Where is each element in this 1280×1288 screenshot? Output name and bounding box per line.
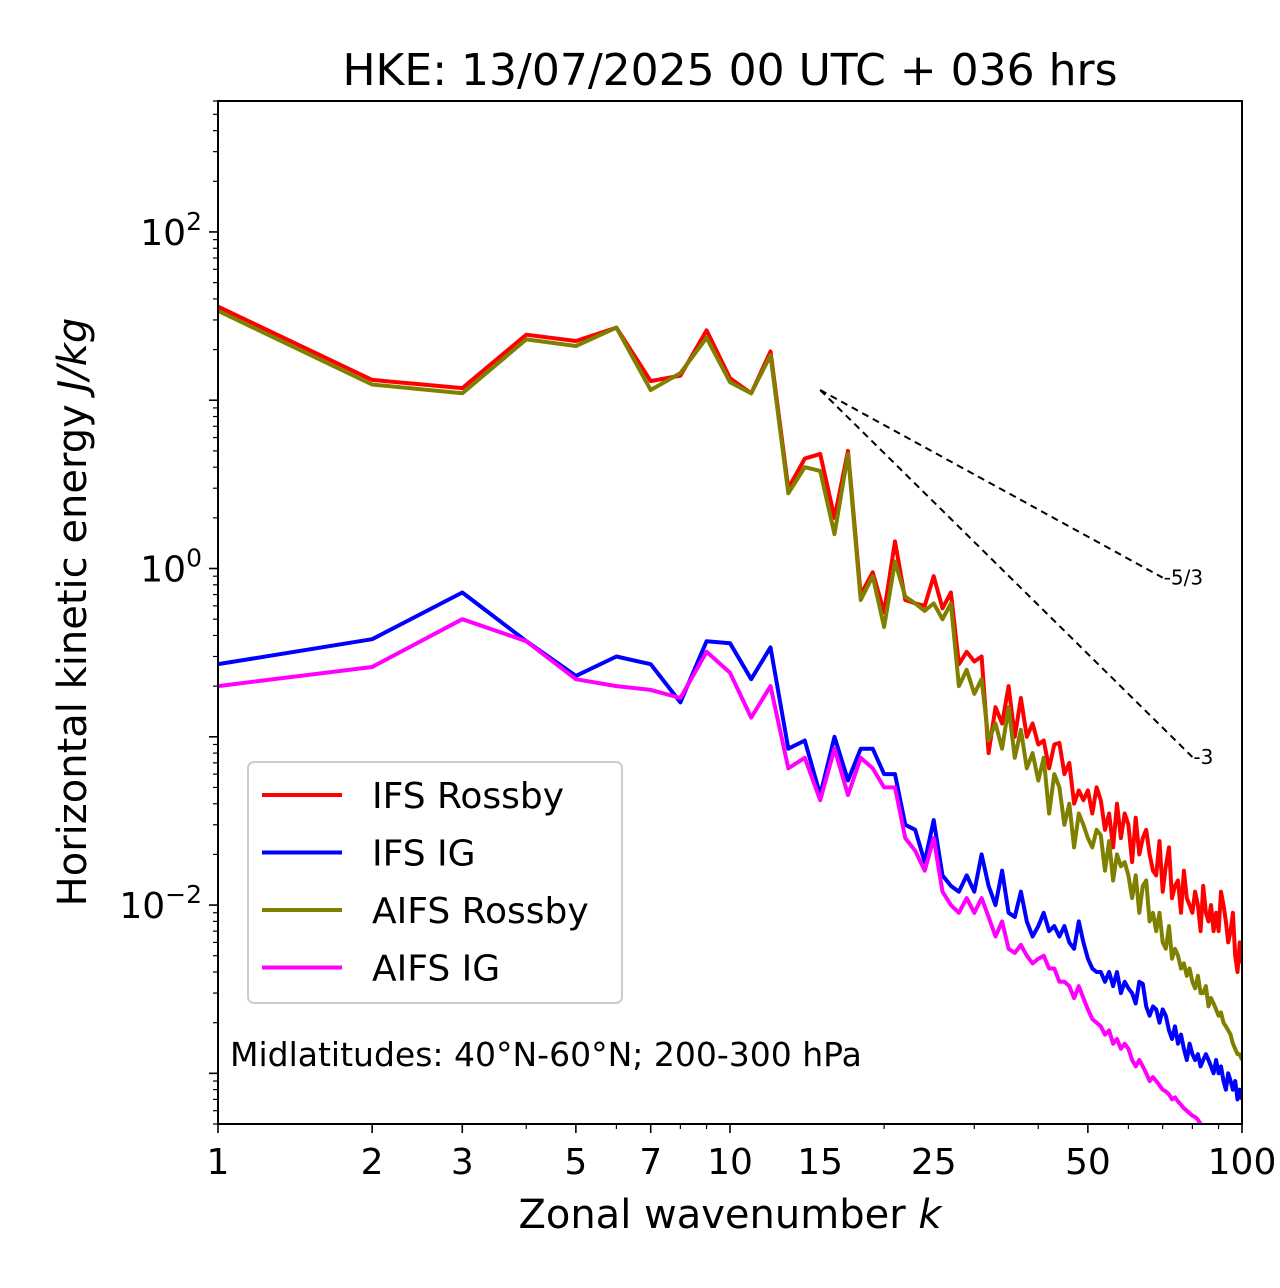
legend-label: AIFS Rossby [372, 891, 589, 932]
series-line-aifs-rossby [218, 308, 1242, 1061]
series-line-ifs-ig [218, 590, 1242, 1102]
x-tick-label: 7 [639, 1142, 662, 1183]
x-tick-label: 15 [797, 1142, 843, 1183]
reference-slope-line [819, 389, 1164, 579]
series-lines [218, 304, 1242, 1124]
legend-label: IFS IG [372, 834, 476, 875]
legend-box [247, 761, 623, 1004]
x-tick-label: 100 [1208, 1142, 1277, 1183]
x-tick-label: 2 [361, 1142, 384, 1183]
y-tick-label: 10−2 [119, 880, 202, 927]
legend: IFS Rossby IFS IG AIFS Rossby AIFS IG [247, 761, 623, 1004]
series-line-aifs-ig [218, 617, 1205, 1124]
x-axis-label: Zonal wavenumber k [518, 1192, 943, 1238]
x-tick-label: 3 [451, 1142, 474, 1183]
y-tick-label: 102 [140, 207, 202, 254]
legend-label: AIFS IG [372, 949, 500, 990]
reference-slope-line [819, 389, 1194, 758]
legend-label: IFS Rossby [372, 776, 564, 817]
x-tick-label: 1 [207, 1142, 230, 1183]
reference-slope-label: -3 [1193, 745, 1213, 769]
y-axis-label: Horizontal kinetic energy J/kg [50, 318, 96, 907]
x-tick-label: 10 [707, 1142, 753, 1183]
reference-slope-label: -5/3 [1164, 566, 1203, 590]
region-annotation: Midlatitudes: 40°N-60°N; 200-300 hPa [230, 1035, 862, 1074]
reference-slope-lines [819, 389, 1194, 758]
x-tick-label: 5 [564, 1142, 587, 1183]
y-tick-label: 100 [140, 544, 202, 591]
y-axis: 102 100 10−2 [119, 100, 218, 1125]
x-tick-label: 25 [911, 1142, 957, 1183]
x-axis: 1 2 3 5 7 10 15 25 50 100 [207, 1124, 1277, 1183]
reference-slope-labels: -5/3 -3 [1164, 566, 1214, 769]
x-tick-label: 50 [1065, 1142, 1111, 1183]
chart-title: HKE: 13/07/2025 00 UTC + 036 hrs [342, 45, 1117, 96]
